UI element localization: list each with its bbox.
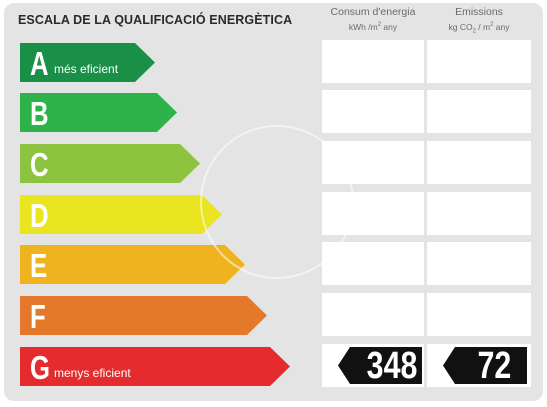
consum-cell	[322, 90, 424, 133]
rating-row-e: E	[0, 240, 547, 287]
rating-letter: F	[30, 298, 46, 335]
rating-row-b: B	[0, 88, 547, 135]
consum-value: 348	[366, 345, 417, 387]
emissions-cell	[427, 293, 531, 336]
rating-label-least-efficient: menys eficient	[54, 366, 131, 380]
rating-letter: A	[30, 45, 49, 82]
rating-letter: B	[30, 95, 49, 132]
consum-cell	[322, 141, 424, 184]
consum-unit: kWh /m2 any	[348, 21, 398, 32]
rating-arrow-c: C	[20, 144, 200, 183]
rating-arrow-e: E	[20, 245, 245, 284]
emissions-cell	[427, 90, 531, 133]
emissions-unit: kg CO2 / m2 any	[448, 21, 510, 35]
emissions-cell: 72	[427, 344, 531, 387]
consum-cell: 348	[322, 344, 424, 387]
rating-row-f: F	[0, 291, 547, 338]
emissions-value: 72	[477, 345, 511, 387]
emissions-cell	[427, 242, 531, 285]
rating-arrow-b: B	[20, 93, 177, 132]
rating-label-most-efficient: més eficient	[54, 62, 119, 76]
rating-letter: D	[30, 197, 49, 234]
rating-arrow-d: D	[20, 195, 222, 234]
emissions-column-header: Emissions kg CO2 / m2 any	[427, 6, 531, 39]
consum-label: Consum d'energia	[330, 6, 416, 18]
consum-value-badge: 348	[338, 347, 422, 384]
rating-row-g: G menys eficient 348 72	[0, 342, 547, 389]
consum-cell	[322, 40, 424, 83]
rating-arrow-a: A més eficient	[20, 43, 155, 82]
rating-letter: G	[30, 349, 51, 386]
consum-cell	[322, 242, 424, 285]
rating-arrow-f: F	[20, 296, 267, 335]
scale-title: ESCALA DE LA QUALIFICACIÓ ENERGÈTICA	[18, 13, 293, 27]
consum-cell	[322, 192, 424, 235]
rating-letter: C	[30, 146, 49, 183]
emissions-label: Emissions	[455, 6, 503, 18]
rating-letter: E	[30, 247, 48, 284]
rating-row-c: C	[0, 139, 547, 186]
rating-row-a: A més eficient	[0, 38, 547, 85]
consum-column-header: Consum d'energia kWh /m2 any	[322, 6, 424, 34]
emissions-cell	[427, 192, 531, 235]
emissions-cell	[427, 141, 531, 184]
emissions-cell	[427, 40, 531, 83]
rating-arrow-g: G menys eficient	[20, 347, 290, 386]
rating-row-d: D	[0, 190, 547, 237]
emissions-value-badge: 72	[443, 347, 527, 384]
consum-cell	[322, 293, 424, 336]
